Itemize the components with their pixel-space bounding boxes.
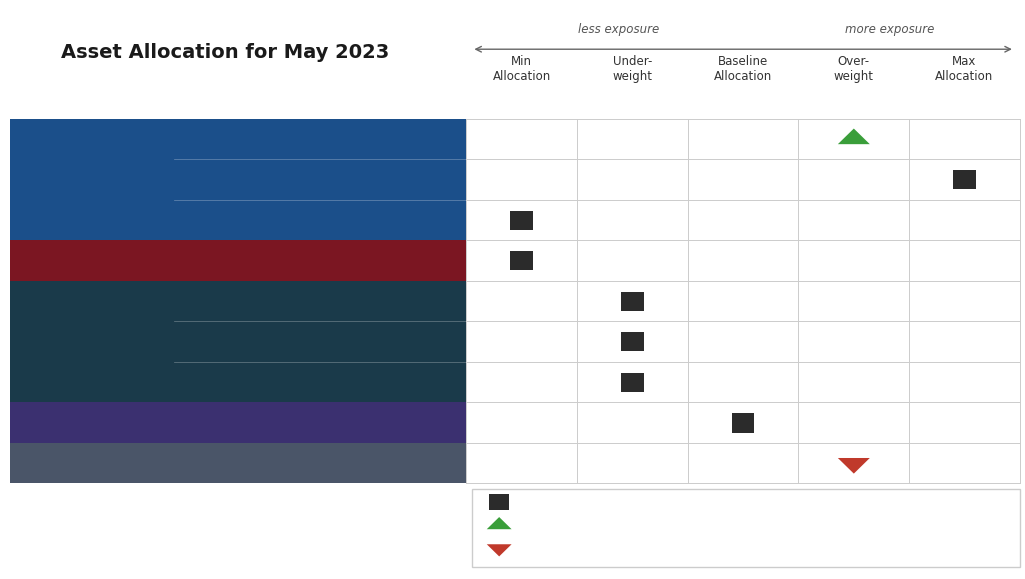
Text: Increasing compared to last month: Increasing compared to last month	[531, 519, 750, 532]
Text: Under-
weight: Under- weight	[612, 56, 653, 83]
Text: Asset Allocation for May 2023: Asset Allocation for May 2023	[62, 43, 390, 61]
Text: Emerging Market: Emerging Market	[187, 214, 291, 226]
Text: No change from last month: No change from last month	[531, 496, 702, 508]
Text: BONDS: BONDS	[69, 335, 116, 348]
Text: Inflation-Protected: Inflation-Protected	[187, 376, 300, 389]
Text: U.S.: U.S.	[187, 133, 211, 145]
Text: U.S. Treasury: U.S. Treasury	[187, 295, 268, 307]
Text: less exposure: less exposure	[578, 24, 659, 36]
Text: Short-Term & Cash Equivalents: Short-Term & Cash Equivalents	[187, 457, 375, 470]
Text: LIQUID: LIQUID	[70, 457, 115, 470]
Text: more exposure: more exposure	[846, 24, 935, 36]
Text: Decreasing compared to last month: Decreasing compared to last month	[531, 542, 756, 555]
Text: Over-
weight: Over- weight	[833, 56, 874, 83]
Text: Hedge Strategies: Hedge Strategies	[187, 416, 293, 429]
Text: Baseline
Allocation: Baseline Allocation	[714, 56, 772, 83]
Text: Foreign Developed: Foreign Developed	[187, 173, 301, 186]
Text: EQUITIES: EQUITIES	[62, 173, 123, 186]
Text: Real Estate: Real Estate	[187, 254, 256, 267]
Text: Max
Allocation: Max Allocation	[936, 56, 993, 83]
Text: Min
Allocation: Min Allocation	[493, 56, 550, 83]
Text: International Treasury: International Treasury	[187, 335, 321, 348]
Text: ALTERNATIVES: ALTERNATIVES	[44, 416, 140, 429]
Text: QUASI-EQUITY: QUASI-EQUITY	[45, 254, 139, 267]
